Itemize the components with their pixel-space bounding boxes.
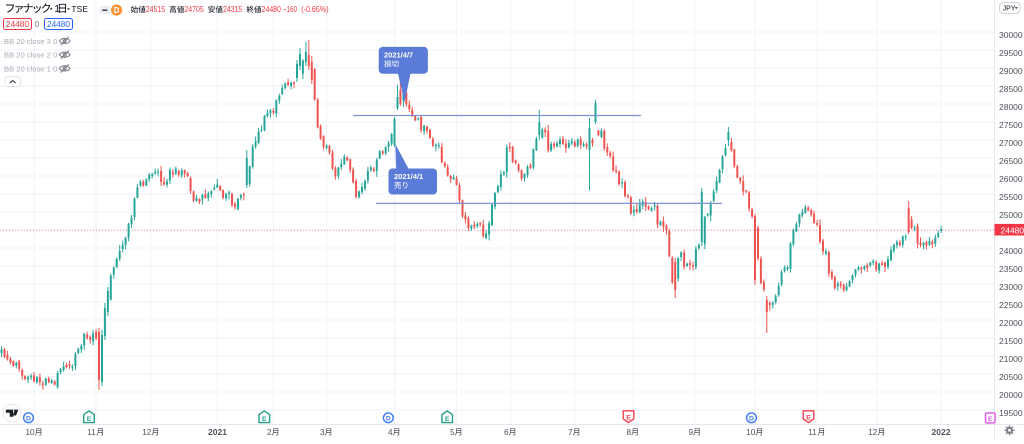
svg-text:21000: 21000 <box>999 354 1023 364</box>
svg-text:E: E <box>988 416 993 423</box>
svg-text:D: D <box>26 416 31 423</box>
svg-text:2022: 2022 <box>932 427 951 437</box>
svg-text:30000: 30000 <box>999 30 1023 40</box>
svg-text:23000: 23000 <box>999 282 1023 292</box>
svg-text:28000: 28000 <box>999 102 1023 112</box>
svg-text:26000: 26000 <box>999 174 1023 184</box>
svg-text:6: 6 <box>504 428 509 437</box>
svg-text:21500: 21500 <box>999 336 1023 346</box>
svg-text:E: E <box>262 416 267 423</box>
svg-text:29000: 29000 <box>999 66 1023 76</box>
svg-text:BB 20 close 3 0: BB 20 close 3 0 <box>4 37 57 46</box>
svg-text:12: 12 <box>868 428 878 437</box>
svg-text:8: 8 <box>627 428 632 437</box>
svg-text:11: 11 <box>808 428 817 437</box>
svg-text:27500: 27500 <box>999 120 1023 130</box>
svg-text:2: 2 <box>267 428 272 437</box>
svg-text:4: 4 <box>388 428 393 437</box>
svg-text:20000: 20000 <box>999 390 1023 400</box>
svg-text:20500: 20500 <box>999 372 1023 382</box>
svg-text:25000: 25000 <box>999 210 1023 220</box>
svg-text:2021: 2021 <box>208 427 227 437</box>
svg-text:10: 10 <box>746 428 756 437</box>
svg-text:E: E <box>626 415 631 422</box>
svg-text:JPY: JPY <box>1003 6 1016 13</box>
svg-text:(-0.65%): (-0.65%) <box>301 5 329 14</box>
svg-text:28500: 28500 <box>999 84 1023 94</box>
svg-text:0: 0 <box>35 19 40 29</box>
svg-text:24515: 24515 <box>146 5 166 14</box>
svg-text:24000: 24000 <box>999 246 1023 256</box>
svg-text:22000: 22000 <box>999 318 1023 328</box>
svg-text:7: 7 <box>568 428 573 437</box>
svg-text:TSE: TSE <box>71 4 88 14</box>
svg-text:24480: 24480 <box>6 19 29 29</box>
svg-text:10: 10 <box>26 428 36 437</box>
svg-text:D: D <box>749 416 754 423</box>
svg-text:24480: 24480 <box>262 5 282 14</box>
svg-text:E: E <box>87 416 92 423</box>
svg-text:23500: 23500 <box>999 264 1023 274</box>
svg-text:26500: 26500 <box>999 156 1023 166</box>
svg-text:E: E <box>445 416 450 423</box>
svg-text:−160: −160 <box>283 5 297 14</box>
svg-text:25500: 25500 <box>999 192 1023 202</box>
svg-text:24480: 24480 <box>1001 225 1024 235</box>
svg-text:D: D <box>386 416 391 423</box>
svg-text:5: 5 <box>450 428 455 437</box>
svg-text:BB 20 close 1 0: BB 20 close 1 0 <box>4 64 57 73</box>
svg-text:12: 12 <box>142 428 152 437</box>
svg-text:19500: 19500 <box>999 408 1023 418</box>
svg-text:24315: 24315 <box>223 5 243 14</box>
svg-text:9: 9 <box>689 428 694 437</box>
svg-text:24705: 24705 <box>184 5 204 14</box>
svg-text:BB 20 close 2 0: BB 20 close 2 0 <box>4 51 57 60</box>
svg-text:24480: 24480 <box>47 19 70 29</box>
svg-text:27000: 27000 <box>999 138 1023 148</box>
svg-text:2021/4/7: 2021/4/7 <box>384 51 413 60</box>
svg-text:2021/4/1: 2021/4/1 <box>394 172 423 181</box>
svg-text:3: 3 <box>320 428 325 437</box>
svg-text:11: 11 <box>87 428 96 437</box>
svg-text:29500: 29500 <box>999 48 1023 58</box>
svg-text:22500: 22500 <box>999 300 1023 310</box>
svg-text:D: D <box>114 6 120 15</box>
svg-text:E: E <box>806 415 811 422</box>
